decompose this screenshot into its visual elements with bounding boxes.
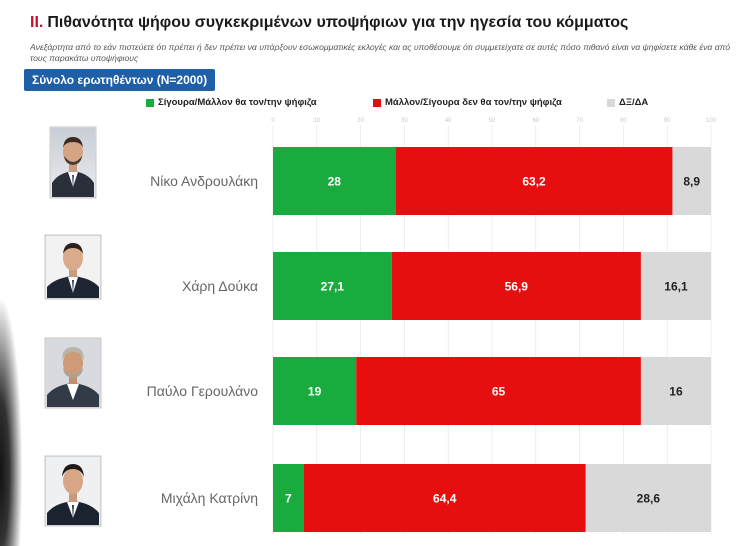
- legend-swatch-negative: [373, 98, 381, 107]
- legend-item-positive: Σίγουρα/Μάλλον θα τον/την ψήφιζα: [146, 97, 317, 108]
- avatar: [44, 337, 102, 409]
- page-subtitle: Ανεξάρτητα από το εάν πιστεύετε ότι πρέπ…: [30, 42, 731, 63]
- bar-value-label: 16,1: [664, 280, 688, 294]
- bar-value-label: 19: [308, 385, 322, 399]
- bar-value-label: 65: [492, 385, 506, 399]
- bar-segment: [273, 252, 392, 320]
- legend-swatch-positive: [146, 98, 154, 107]
- bar-segment: [273, 147, 396, 215]
- legend-label-negative: Μάλλον/Σίγουρα δεν θα τον/την ψήφιζα: [385, 97, 562, 108]
- title-prefix: II.: [30, 14, 44, 31]
- bar-segment: [640, 252, 711, 320]
- bar-segment: [303, 464, 586, 532]
- candidate-name: Μιχάλη Κατρίνη: [161, 490, 258, 506]
- title-text: Πιθανότητα ψήφου συγκεκριμένων υποψήφιων…: [47, 14, 629, 31]
- page-title: II. Πιθανότητα ψήφου συγκεκριμένων υποψήφ…: [30, 14, 628, 32]
- bar-segment: [395, 147, 673, 215]
- candidate-name: Παύλο Γερουλάνο: [147, 383, 259, 399]
- bar-value-label: 27,1: [321, 280, 345, 294]
- bar-value-label: 56,9: [505, 280, 529, 294]
- legend-swatch-dk-na: [607, 98, 615, 107]
- sample-badge: Σύνολο ερωτηθέντων (N=2000): [24, 69, 216, 91]
- legend-item-negative: Μάλλον/Σίγουρα δεν θα τον/την ψήφιζα: [373, 97, 562, 108]
- candidate-photos: [44, 126, 102, 527]
- candidate-name: Νίκο Ανδρουλάκη: [150, 173, 258, 189]
- bar-segment: [672, 147, 711, 215]
- bar-segment: [356, 357, 641, 425]
- legend-label-dk-na: ΔΞ/ΔΑ: [619, 97, 649, 108]
- tick-label: 70: [576, 118, 583, 124]
- tick-label: 40: [445, 118, 452, 124]
- bar-segment: [273, 464, 304, 532]
- bar-segment: [273, 357, 357, 425]
- tick-label: 90: [664, 118, 671, 124]
- avatar: [49, 126, 97, 199]
- bar-segment: [640, 357, 711, 425]
- bar-value-label: 7: [285, 492, 292, 506]
- avatar: [44, 234, 102, 300]
- tick-labels: 0 10 20 30 40 50 60 70 80 90 100: [271, 118, 716, 124]
- candidate-names: Νίκο Ανδρουλάκη Χάρη Δούκα Παύλο Γερουλάνο…: [147, 173, 259, 506]
- bar-value-label: 8,9: [683, 175, 700, 189]
- legend-item-dk-na: ΔΞ/ΔΑ: [607, 97, 648, 108]
- avatar: [44, 455, 102, 527]
- tick-label: 0: [271, 118, 275, 124]
- tick-label: 20: [357, 118, 364, 124]
- tick-label: 30: [401, 118, 408, 124]
- bar-value-label: 64,4: [433, 492, 457, 506]
- edge-shadow: [0, 300, 22, 546]
- legend-label-positive: Σίγουρα/Μάλλον θα τον/την ψήφιζα: [158, 97, 317, 108]
- tick-label: 100: [706, 118, 717, 124]
- tick-label: 60: [532, 118, 539, 124]
- bar-segment: [585, 464, 711, 532]
- bar-value-label: 63,2: [522, 175, 546, 189]
- candidate-name: Χάρη Δούκα: [182, 278, 258, 294]
- bar-segment: [391, 252, 641, 320]
- bar-value-label: 16: [669, 385, 683, 399]
- chart-legend: Σίγουρα/Μάλλον θα τον/την ψήφιζα Μάλλον/…: [0, 97, 744, 111]
- bars: 28 63,2 8,9 27,1 56,9 16,1 19 65 16 7 64,4 28,6: [273, 147, 711, 532]
- bar-value-label: 28: [328, 175, 342, 189]
- tick-label: 10: [313, 118, 320, 124]
- tick-label: 80: [620, 118, 627, 124]
- tick-label: 50: [489, 118, 496, 124]
- bar-value-label: 28,6: [637, 492, 661, 506]
